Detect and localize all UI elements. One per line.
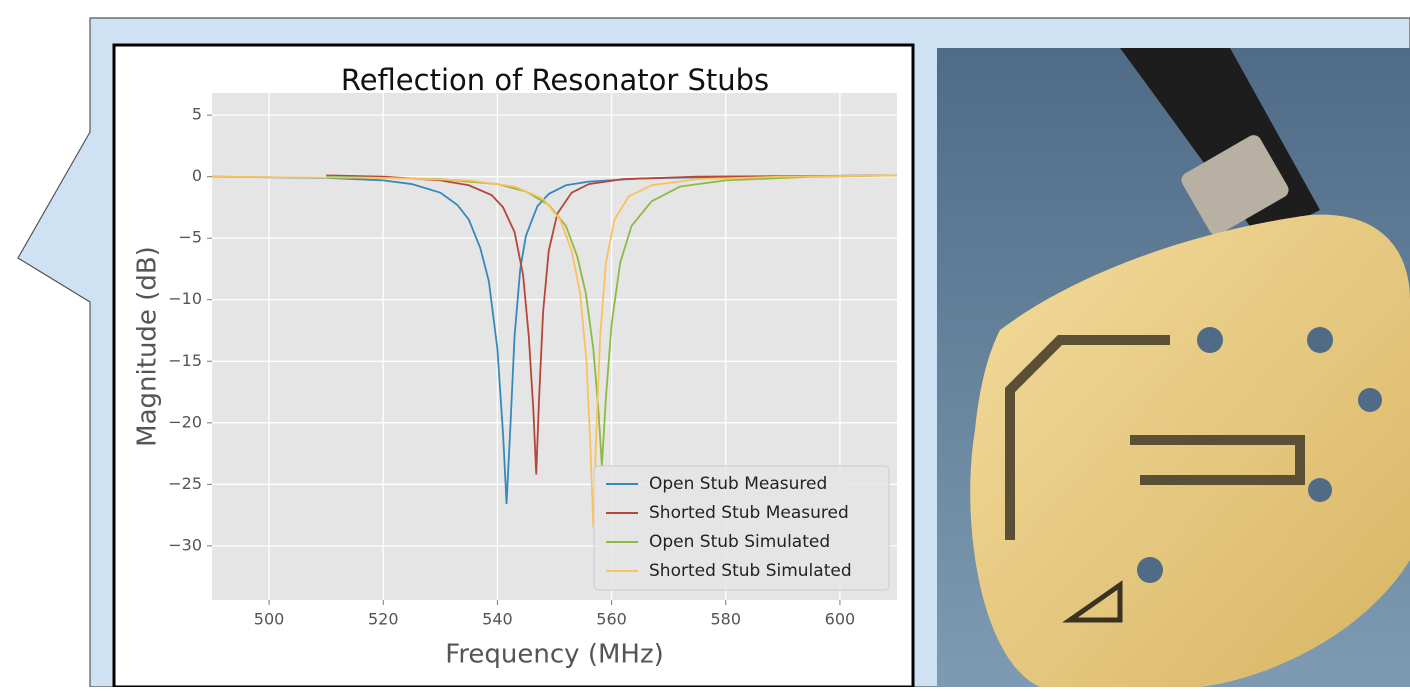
data-line: [211, 174, 898, 528]
y-tick-label: −15: [168, 351, 202, 370]
x-tick-label: 540: [482, 610, 513, 629]
y-tick-label: −25: [168, 474, 202, 493]
legend-label: Open Stub Simulated: [649, 532, 830, 552]
legend: [593, 465, 890, 591]
x-tick-label: 520: [368, 610, 399, 629]
y-axis-label: Magnitude (dB): [133, 246, 163, 447]
x-tick-label: 600: [825, 610, 856, 629]
x-axis-label: Frequency (MHz): [445, 640, 664, 670]
y-tick-label: −30: [168, 535, 202, 554]
x-tick-label: 580: [710, 610, 741, 629]
legend-label: Open Stub Measured: [649, 474, 827, 494]
y-tick-label: −5: [178, 228, 202, 247]
data-line: [326, 174, 898, 475]
y-tick-label: −20: [168, 412, 202, 431]
photo: [937, 48, 1410, 688]
y-tick-label: 0: [192, 166, 202, 185]
y-tick-label: 5: [192, 105, 202, 124]
data-line: [211, 174, 898, 505]
legend-label: Shorted Stub Measured: [649, 503, 849, 523]
y-tick-label: −10: [168, 289, 202, 308]
legend-label: Shorted Stub Simulated: [649, 561, 852, 581]
chart-title: Reflection of Resonator Stubs: [341, 63, 769, 97]
x-tick-label: 500: [254, 610, 285, 629]
x-tick-label: 560: [596, 610, 627, 629]
